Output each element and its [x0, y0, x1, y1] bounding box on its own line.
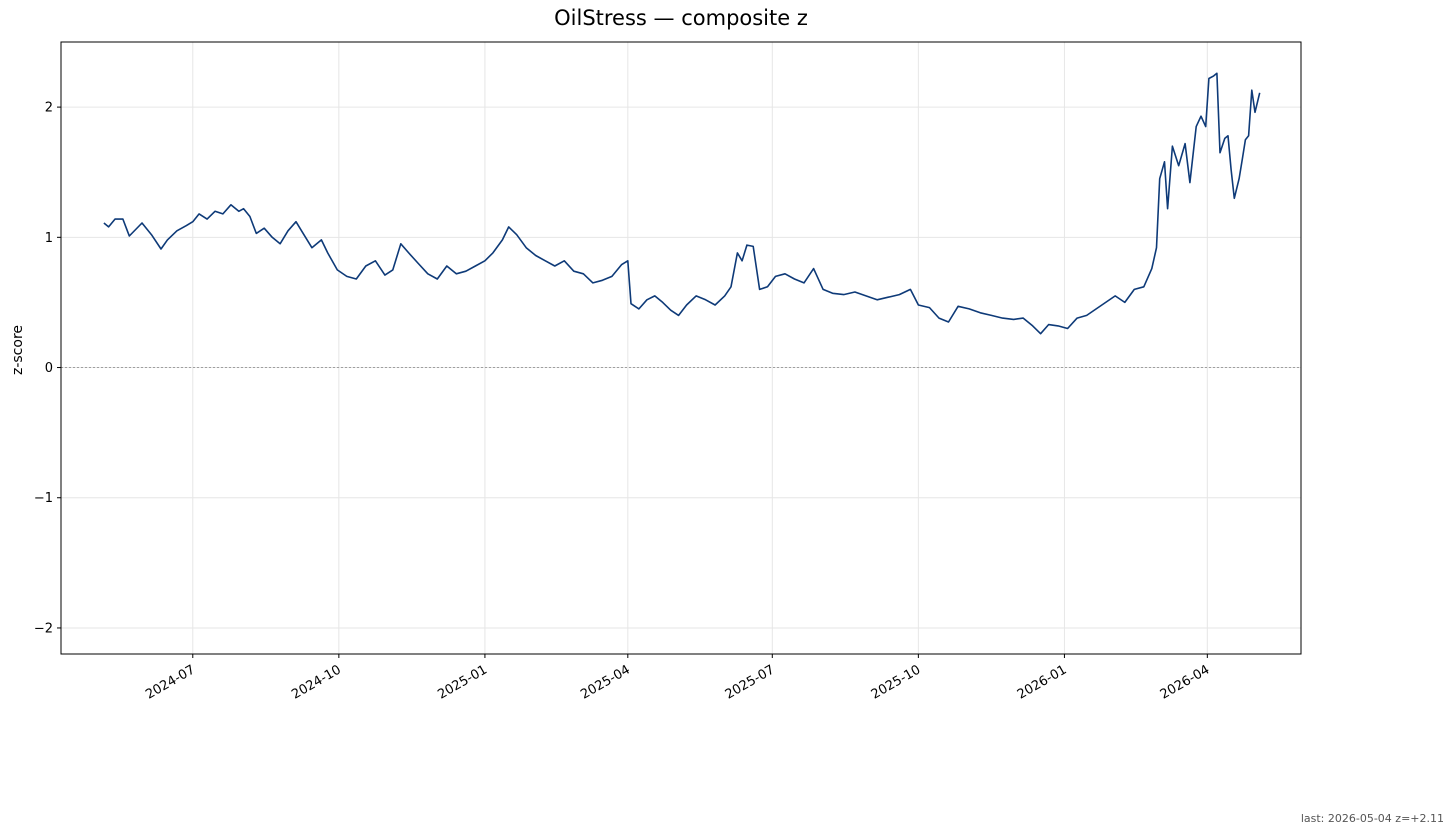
- x-tick-label: 2024-07: [143, 662, 198, 702]
- y-axis: −2 −1 0 1 2: [34, 101, 61, 636]
- y-axis-label: z-score: [10, 325, 26, 375]
- x-tick-label: 2026-04: [1158, 662, 1213, 702]
- y-tick-label: 1: [45, 231, 53, 246]
- y-tick-label: −1: [34, 491, 53, 506]
- y-tick-label: 2: [45, 101, 53, 116]
- footer-note: last: 2026-05-04 z=+2.11: [1300, 812, 1444, 825]
- x-tick-label: 2025-01: [435, 662, 490, 702]
- chart-title: OilStress — composite z: [554, 6, 808, 30]
- y-tick-label: −2: [34, 621, 53, 636]
- x-tick-label: 2025-07: [723, 662, 778, 702]
- x-tick-label: 2026-01: [1015, 662, 1070, 702]
- x-tick-label: 2025-10: [869, 662, 924, 702]
- y-tick-label: 0: [45, 361, 53, 376]
- plot-area-frame: [60, 41, 1302, 655]
- x-tick-label: 2024-10: [289, 662, 344, 702]
- series-layer: [103, 72, 1261, 335]
- x-tick-label: 2025-04: [578, 662, 633, 702]
- series-line: [103, 72, 1261, 335]
- x-axis: 2024-07 2024-10 2025-01 2025-04 2025-07 2025-…: [143, 654, 1212, 703]
- grid-layer: [61, 42, 1301, 654]
